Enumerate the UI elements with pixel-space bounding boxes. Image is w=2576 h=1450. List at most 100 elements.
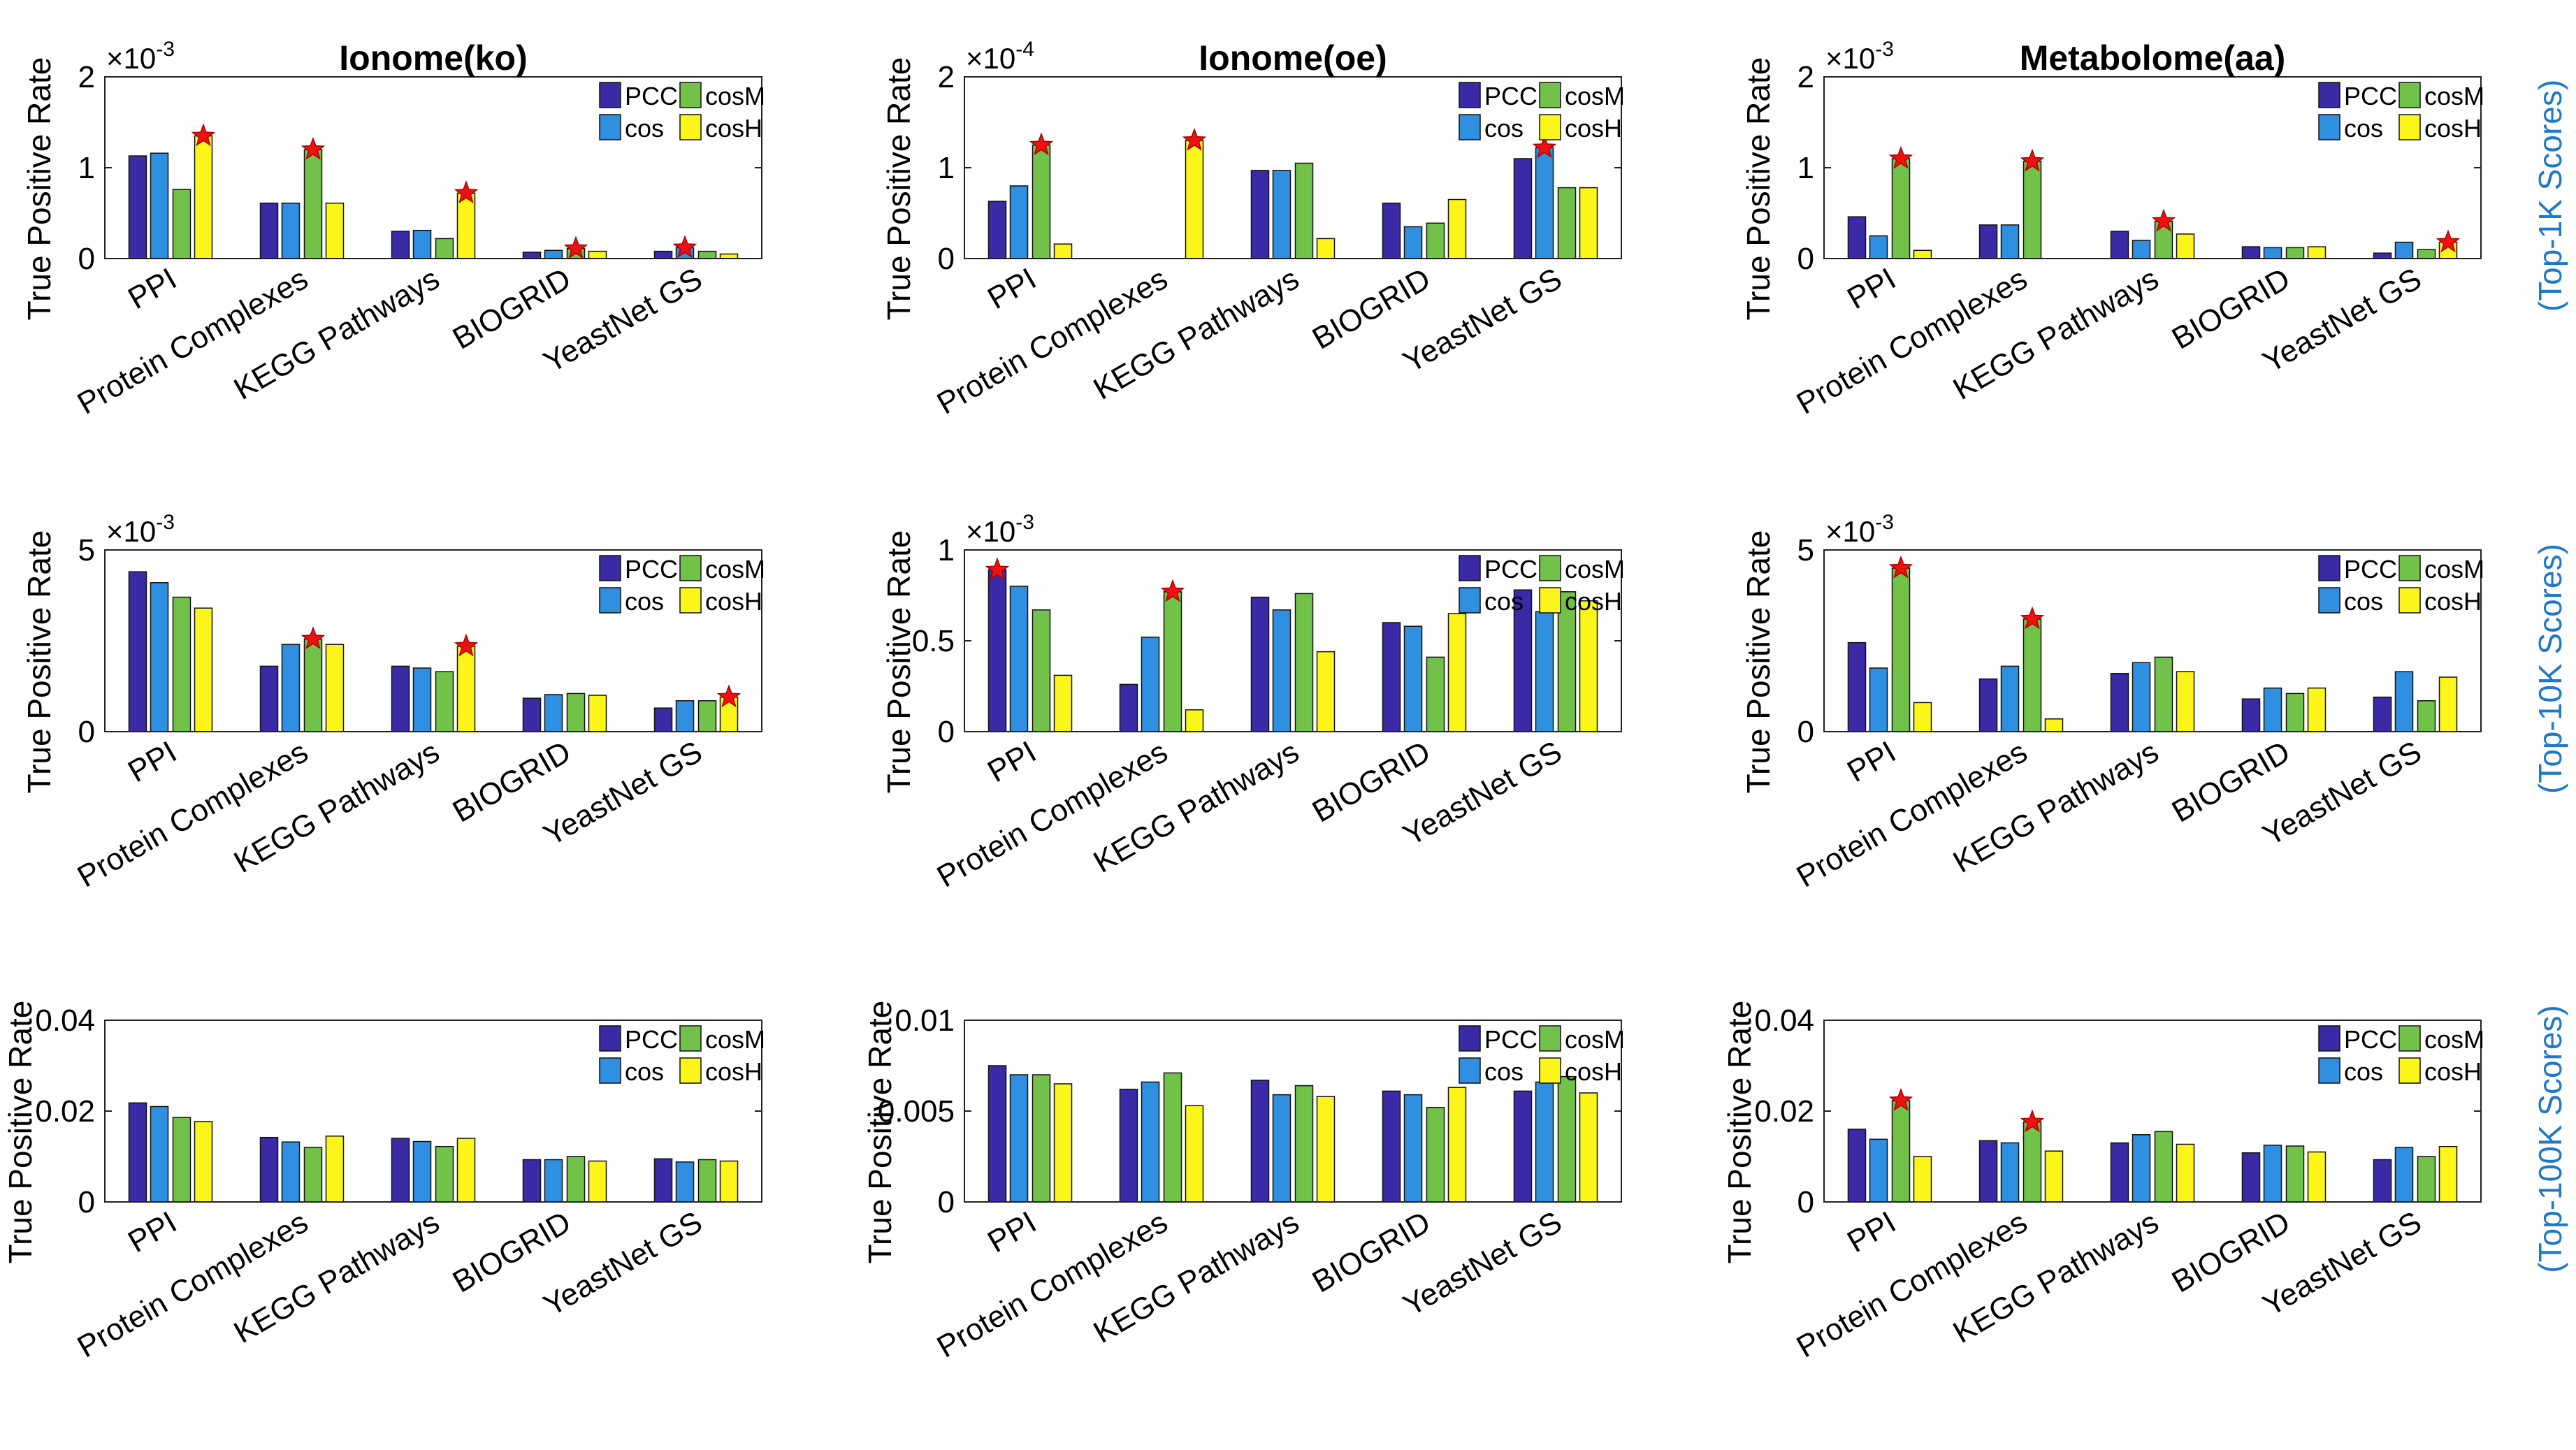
bar-PCC — [1250, 1080, 1270, 1203]
y-tick-label: 0.02 — [35, 1094, 95, 1129]
legend-label-cosM: cosM — [705, 82, 765, 110]
legend-swatch-PCC — [599, 82, 621, 108]
bar-cosM — [1294, 593, 1314, 732]
bar-cosH — [2438, 676, 2458, 732]
bar-cos — [1535, 611, 1554, 732]
legend-label-cos: cos — [2344, 587, 2383, 616]
legend-swatch-cos — [1459, 1057, 1481, 1084]
legend: PCC cosM cos cosH — [599, 82, 765, 143]
x-tick-label: PPI — [1841, 1205, 1902, 1259]
axis-exponent-power: -3 — [156, 38, 175, 61]
bar-cosM — [1891, 567, 1911, 732]
legend: PCC cosM cos cosH — [599, 555, 765, 616]
y-tick-label: 0.01 — [895, 1003, 955, 1038]
y-tick-label: 2 — [938, 60, 955, 94]
legend: PCC cosM cos cosH — [1459, 1025, 1625, 1086]
best-marker-star — [2020, 148, 2045, 172]
bar-cosM — [172, 189, 191, 259]
x-tick-label: Protein Complexes — [1791, 734, 2033, 894]
bar-cos — [150, 152, 169, 259]
bar-cosM — [697, 1159, 717, 1203]
bar-cos — [1869, 1138, 1888, 1203]
bar-cos — [412, 667, 432, 732]
y-tick-label: 0 — [938, 242, 955, 276]
bar-PCC — [391, 665, 410, 732]
bar-PCC — [391, 231, 410, 259]
legend-label-cosH: cosH — [2424, 587, 2482, 616]
bar-cosM — [435, 1145, 454, 1203]
bar-cos — [2132, 240, 2151, 259]
bar-cosH — [2307, 1151, 2327, 1203]
legend-label-cos: cos — [2344, 1057, 2383, 1086]
y-tick-label: 0.005 — [878, 1094, 955, 1129]
bar-cos — [1009, 1074, 1029, 1203]
y-tick-label: 2 — [78, 60, 95, 94]
best-marker-star — [2151, 208, 2176, 232]
bar-cosM — [172, 596, 191, 732]
legend-swatch-cos — [1459, 114, 1481, 140]
bar-PCC — [522, 1159, 542, 1203]
bar-cos — [2394, 1147, 2414, 1203]
bar-cosM — [1163, 1072, 1182, 1203]
bar-cosH — [1913, 249, 1932, 259]
y-axis-label: True Positive Rate — [21, 530, 57, 794]
bar-cosM — [566, 693, 586, 732]
bar-PCC — [653, 250, 673, 259]
bar-cosH — [1185, 709, 1204, 732]
bar-cosH — [588, 250, 607, 259]
legend-label-cosM: cosM — [705, 555, 765, 583]
bar-PCC — [987, 1065, 1007, 1203]
bar-cos — [1535, 1081, 1554, 1203]
bar-cosH — [1053, 674, 1073, 732]
legend-label-cos: cos — [625, 1057, 664, 1086]
best-marker-star — [454, 180, 479, 204]
x-tick-label: Protein Complexes — [932, 734, 1173, 894]
bar-cosM — [1426, 222, 1445, 259]
bar-cosH — [1913, 1156, 1932, 1203]
legend-swatch-cosM — [679, 82, 702, 108]
legend-label-cos: cos — [1484, 587, 1524, 616]
bar-PCC — [522, 252, 542, 259]
bar-cos — [1869, 235, 1888, 259]
bar-cosM — [2023, 161, 2042, 259]
bar-cosM — [1426, 656, 1445, 732]
bar-cosH — [2307, 246, 2327, 259]
best-marker-star — [672, 235, 697, 259]
legend-label-cosH: cosH — [2424, 1057, 2482, 1086]
bar-cosM — [2154, 1131, 2173, 1203]
bar-cosH — [2044, 1150, 2064, 1203]
y-tick-label: 0 — [938, 715, 955, 749]
best-marker-star — [191, 123, 216, 147]
bar-cosH — [1053, 1083, 1073, 1203]
bar-PCC — [2241, 698, 2261, 732]
y-tick-label: 0 — [1797, 1185, 1814, 1219]
legend-label-PCC: PCC — [625, 82, 678, 110]
y-tick-label: 1 — [938, 533, 955, 567]
x-tick-label: PPI — [982, 734, 1042, 789]
legend-swatch-cos — [2318, 587, 2340, 614]
legend: PCC cosM cos cosH — [2318, 82, 2484, 143]
legend-swatch-cosH — [1539, 1057, 1561, 1084]
bar-cosM — [2417, 1156, 2436, 1203]
axis-exponent-power: -3 — [156, 511, 175, 534]
bar-cosH — [2044, 718, 2064, 732]
row-label: (Top-10K Scores) — [2532, 544, 2568, 794]
best-marker-star — [1888, 555, 1913, 579]
legend-label-PCC: PCC — [625, 1025, 678, 1054]
best-marker-star — [301, 626, 326, 650]
y-tick-label: 1 — [1797, 151, 1814, 185]
bar-cosM — [303, 1147, 323, 1203]
legend-label-cos: cos — [625, 587, 664, 616]
x-tick-label: Protein Complexes — [932, 1205, 1173, 1364]
bar-cosH — [325, 1136, 345, 1203]
bar-cosH — [1185, 140, 1204, 259]
bar-cosH — [456, 192, 476, 259]
bar-PCC — [1382, 1090, 1401, 1203]
best-marker-star — [1160, 579, 1185, 602]
bar-cosM — [697, 700, 717, 732]
y-tick-label: 0 — [78, 715, 95, 749]
